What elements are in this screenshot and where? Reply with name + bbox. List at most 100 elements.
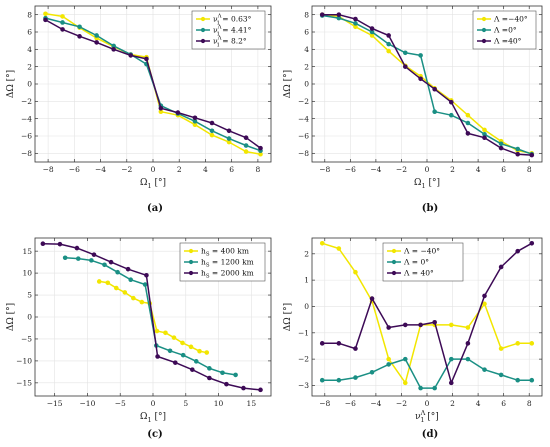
data-point (226, 139, 232, 145)
data-point (62, 255, 68, 261)
x-tick-label: −8 (43, 165, 54, 174)
y-tick-label: −15 (16, 378, 32, 387)
data-point (243, 143, 249, 148)
data-point (418, 53, 423, 58)
panel-a: −8 −6 −4 −2 0 2 4 6 8 −8 −6 −4 −2 0 2 4 6 8 Ω1 [°] ΔΩ [°] νΛ… (6, 5, 272, 214)
data-point (336, 246, 342, 251)
data-point (465, 341, 471, 346)
data-point (131, 295, 136, 301)
data-point (89, 258, 94, 263)
data-point (224, 381, 229, 387)
legend-entry-label: hS = 400 km (201, 247, 249, 258)
data-point (529, 152, 535, 158)
data-point (158, 109, 164, 115)
data-point (498, 372, 504, 378)
data-point (529, 377, 535, 383)
data-point (432, 86, 437, 92)
x-tick-label: 10 (214, 399, 224, 408)
data-point (353, 375, 358, 380)
x-tick-label: −4 (95, 165, 106, 174)
data-point (319, 12, 325, 17)
data-point (207, 375, 212, 381)
data-point (175, 110, 181, 115)
data-point (142, 282, 148, 287)
data-point (209, 128, 215, 134)
data-point (386, 356, 391, 362)
data-point (353, 24, 358, 30)
y-axis-label: ΔΩ [°] (283, 303, 293, 331)
data-point (209, 120, 215, 126)
data-point (498, 346, 504, 351)
y-tick-label: 8 (304, 10, 309, 19)
legend-marker (481, 38, 487, 44)
series-line-2 (65, 257, 236, 376)
data-point (102, 262, 107, 268)
legend-marker (200, 38, 206, 44)
x-tick-label: −6 (345, 399, 356, 408)
x-tick-label: 4 (203, 165, 208, 174)
x-tick-label: −15 (47, 399, 63, 408)
data-point (258, 387, 263, 393)
data-point (144, 56, 149, 62)
data-point (448, 112, 454, 118)
legend-entry-label: hS = 2000 km (201, 269, 254, 280)
y-tick-label: 1 (304, 276, 309, 285)
data-point (243, 149, 249, 154)
y-tick-label: −8 (298, 149, 309, 158)
data-point (353, 21, 358, 26)
panel-c: −15 −10 −5 0 5 10 15 −15 −10 −5 0 5 10 15 Ω1 [°] ΔΩ [°]… (6, 237, 272, 440)
legend-marker (188, 248, 194, 254)
data-point (353, 16, 358, 22)
series-line-3 (322, 13, 532, 156)
x-tick-label: 6 (229, 165, 234, 174)
panel-d: −8 −6 −4 −2 0 2 4 6 8 −3 −2 −1 0 1 2 νΛ 1 [°] ΔΩ [°] Λ = −… (283, 237, 543, 440)
legend-entry-label: νΛ 1 = 4.41° (213, 25, 252, 38)
panel-label: (b) (422, 203, 438, 214)
panel-label: (c) (147, 429, 163, 440)
data-point (319, 377, 325, 383)
y-tick-label: −6 (21, 132, 32, 141)
data-point (515, 146, 521, 152)
y-axis-label: ΔΩ [°] (283, 70, 293, 98)
data-point (158, 105, 164, 111)
data-point (319, 240, 325, 246)
data-point (498, 145, 504, 151)
data-point (448, 99, 454, 105)
y-tick-label: −2 (21, 97, 32, 106)
data-point (258, 151, 263, 157)
data-point (180, 340, 185, 346)
data-point (418, 385, 423, 391)
x-axis-label: Ω1 [°] (414, 178, 440, 190)
x-tick-label: 2 (177, 165, 182, 174)
data-point (243, 135, 249, 141)
data-point (111, 47, 116, 52)
y-tick-label: 0 (27, 313, 32, 322)
data-point (77, 34, 82, 39)
y-tick-label: −2 (298, 355, 309, 364)
y-tick-label: 4 (304, 45, 309, 54)
data-point (113, 285, 119, 291)
data-point (139, 299, 145, 305)
x-tick-label: 6 (501, 399, 506, 408)
y-tick-label: 2 (304, 62, 309, 71)
data-point (386, 325, 391, 330)
data-point (482, 135, 487, 141)
data-point (336, 377, 342, 383)
legend-marker (188, 270, 194, 276)
data-point (172, 360, 178, 365)
data-point (515, 341, 521, 346)
legend-marker (481, 16, 487, 22)
x-tick-label: 15 (247, 399, 257, 408)
legend: Λ = −40° Λ = 0° Λ = 40° (382, 242, 464, 282)
y-tick-label: 0 (27, 80, 32, 89)
data-point (207, 366, 212, 371)
data-point (432, 319, 437, 325)
data-point (75, 256, 81, 261)
x-tick-label: −4 (370, 165, 381, 174)
data-point (465, 112, 471, 118)
y-tick-label: 5 (27, 291, 32, 300)
data-point (482, 131, 487, 137)
data-point (60, 14, 65, 19)
